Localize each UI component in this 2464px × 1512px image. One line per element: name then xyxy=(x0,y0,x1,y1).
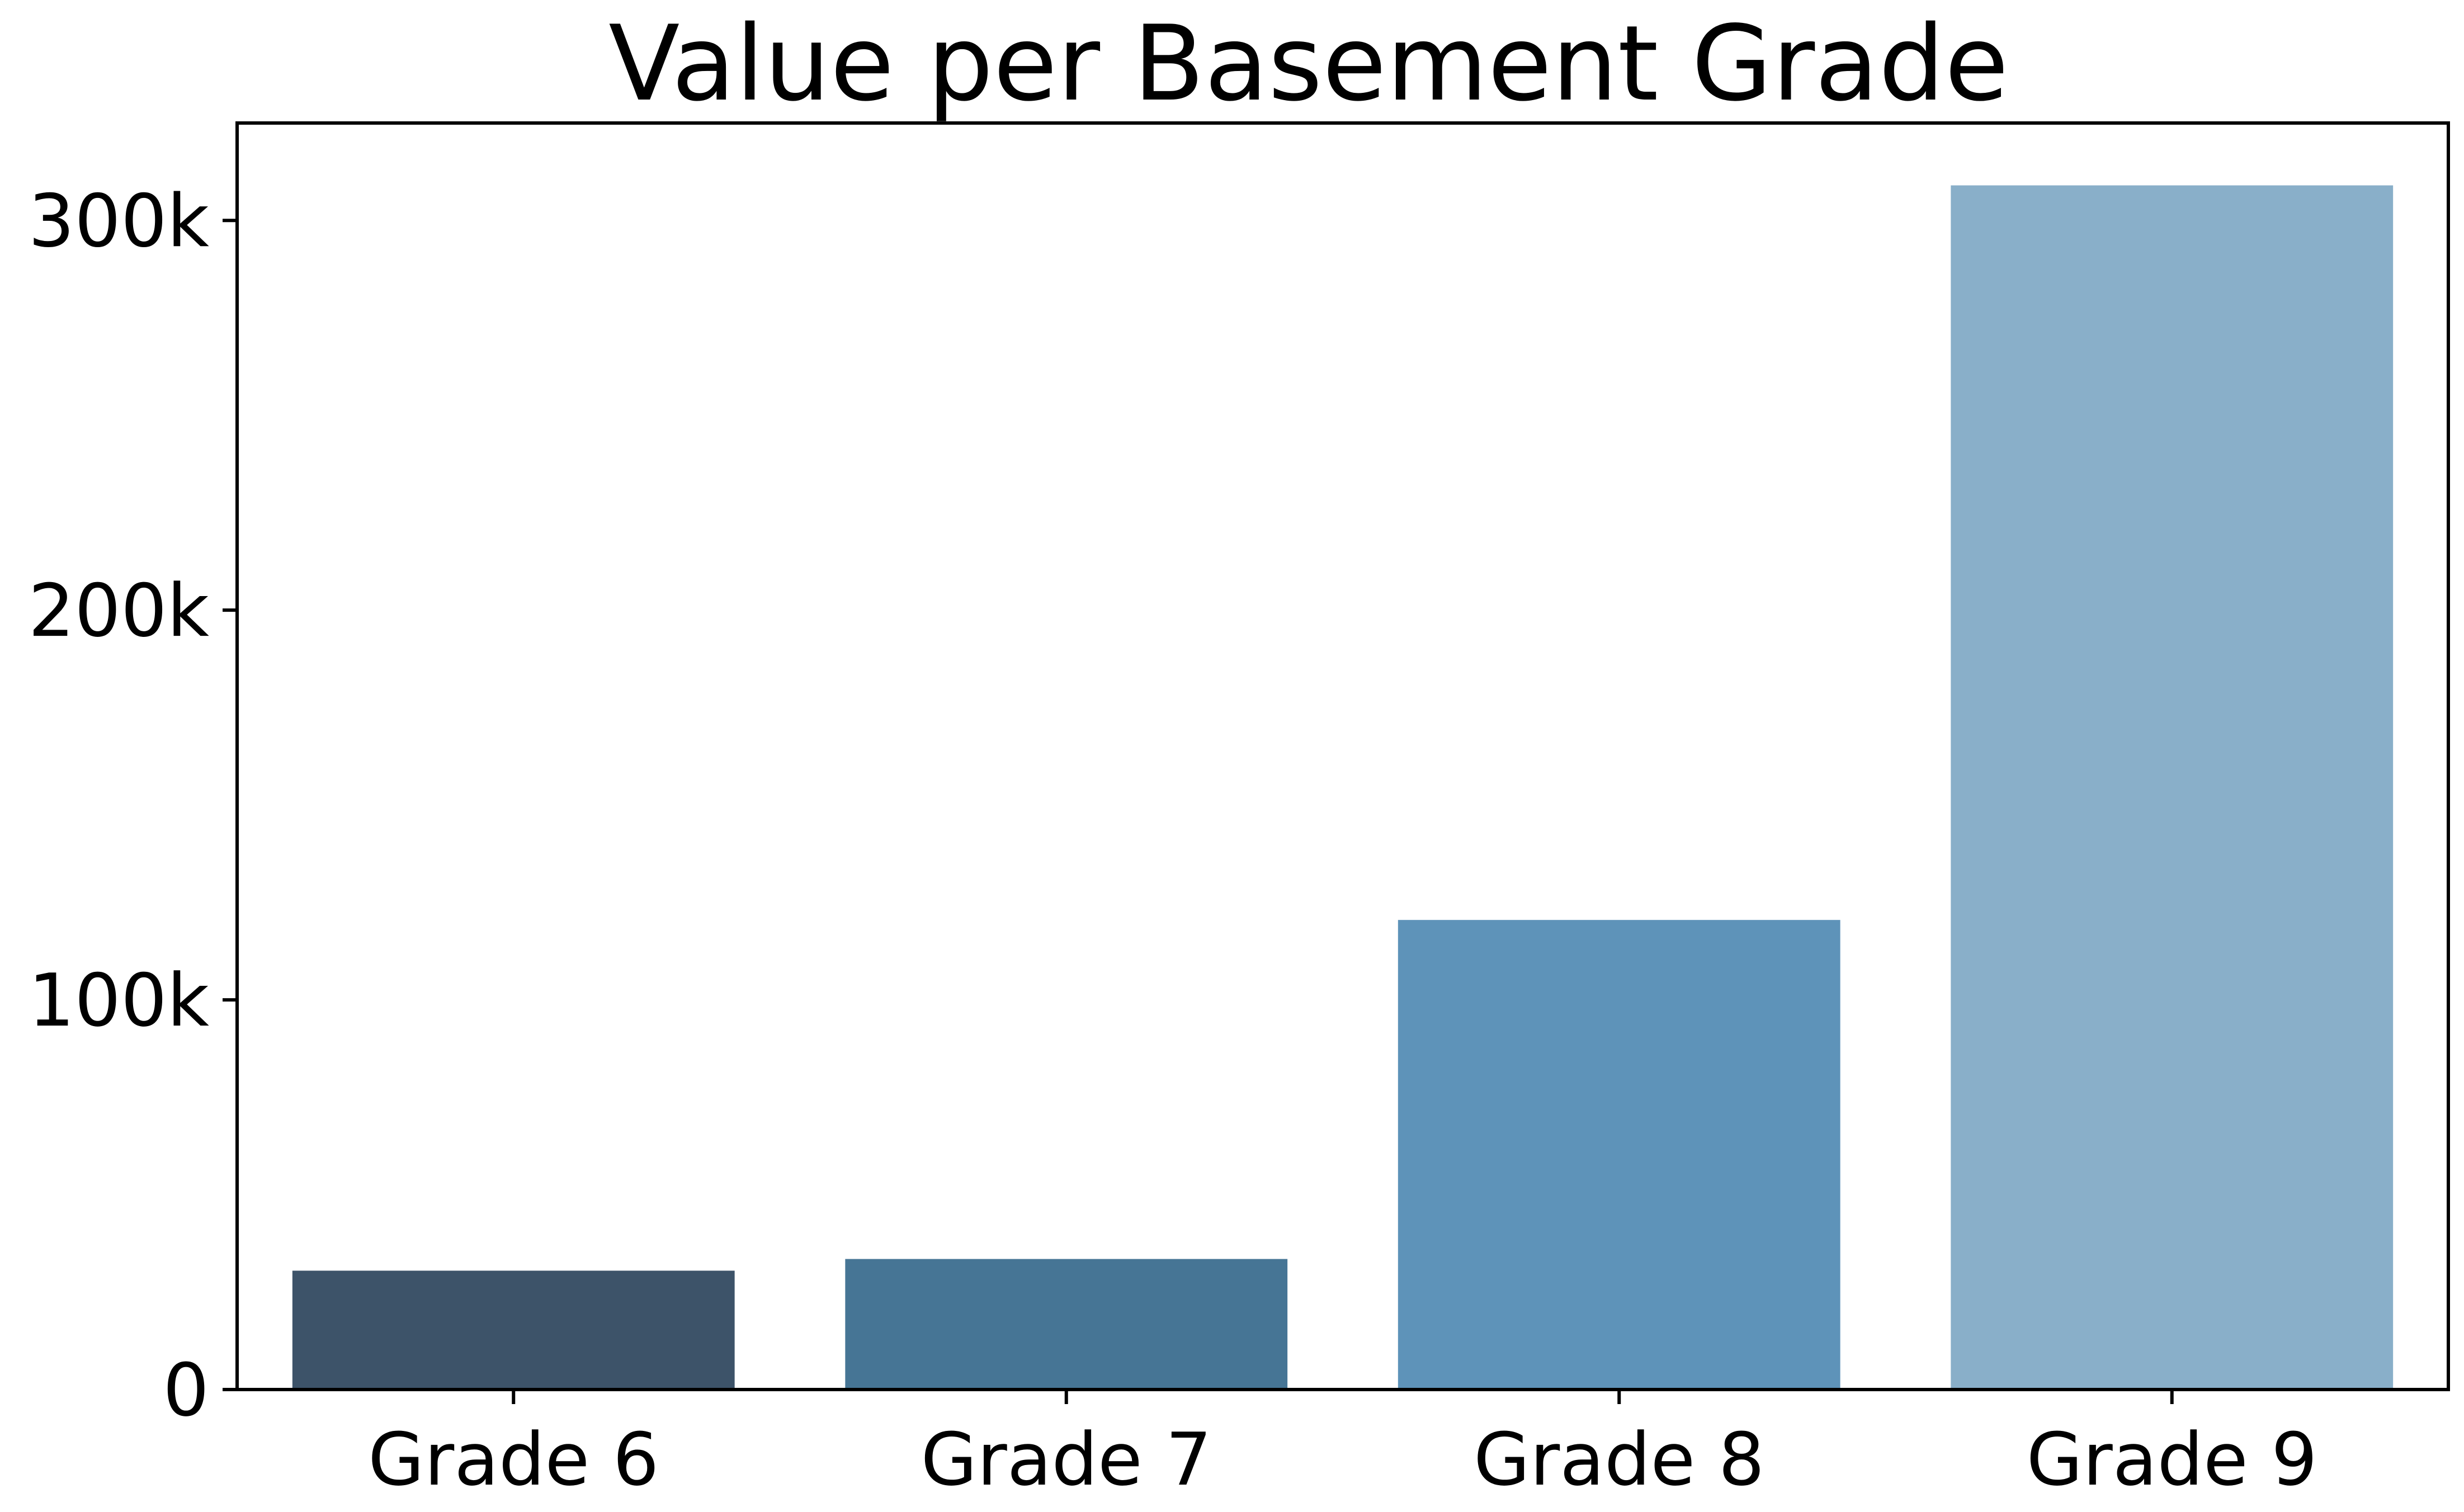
y-tick-label: 0 xyxy=(163,1348,209,1433)
chart-title: Value per Basement Grade xyxy=(608,3,2009,124)
y-tick-label: 200k xyxy=(29,568,209,653)
x-tick-label: Grade 7 xyxy=(921,1417,1212,1502)
y-tick-label: 300k xyxy=(29,178,209,263)
x-axis: Grade 6 Grade 7 Grade 8 Grade 9 xyxy=(368,1390,2317,1502)
bars-group xyxy=(292,185,2394,1390)
bar-grade-8 xyxy=(1398,920,1840,1390)
bar-grade-7 xyxy=(845,1259,1288,1390)
bar-grade-9 xyxy=(1951,185,2394,1390)
x-tick-label: Grade 9 xyxy=(2027,1417,2317,1502)
plot-area-frame xyxy=(235,121,2450,1391)
y-axis: 0 100k 200k 300k xyxy=(29,178,237,1433)
x-tick-label: Grade 6 xyxy=(368,1417,659,1502)
bar-grade-6 xyxy=(292,1270,735,1390)
y-tick-label: 100k xyxy=(29,958,209,1043)
x-tick-label: Grade 8 xyxy=(1474,1417,1764,1502)
